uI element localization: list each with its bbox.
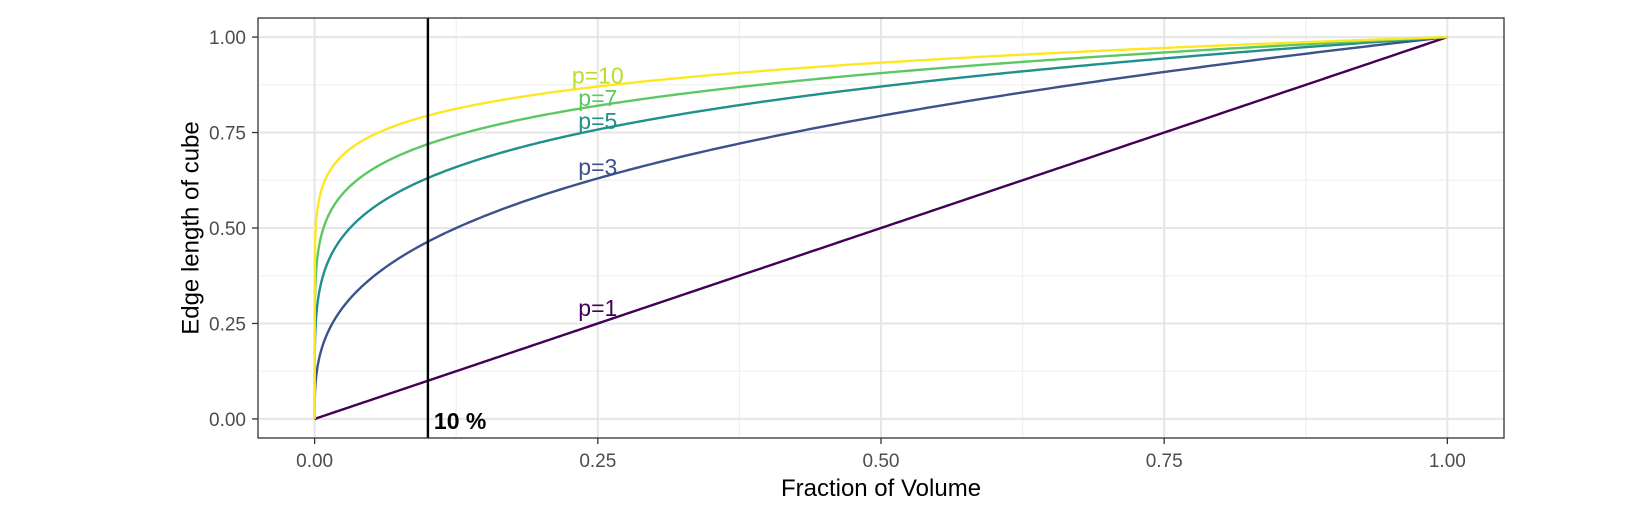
y-tick-label: 0.50 — [209, 219, 246, 240]
series-line-p-3 — [313, 35, 1448, 420]
series-line-p-7 — [313, 35, 1448, 419]
x-tick-label: 0.50 — [863, 451, 900, 472]
y-axis-title: Edge length of cube — [177, 121, 204, 335]
reference-line-group: 10 % — [426, 18, 486, 438]
x-tick-label: 0.25 — [579, 451, 616, 472]
series-line-p-1 — [313, 35, 1448, 421]
y-tick-label: 0.00 — [209, 410, 246, 431]
curve-label-p-3: p=3 — [578, 154, 617, 180]
series-line-p-10 — [313, 35, 1448, 419]
curve-label-p-7: p=7 — [578, 85, 617, 111]
y-tick-label: 1.00 — [209, 28, 246, 49]
x-tick-label: 1.00 — [1429, 451, 1466, 472]
y-tick-label: 0.25 — [209, 314, 246, 335]
x-axis-title: Fraction of Volume — [781, 475, 981, 502]
y-tick-label: 0.75 — [209, 124, 246, 145]
series-line-p-5 — [313, 35, 1448, 419]
reference-line-label: 10 % — [434, 408, 486, 434]
axes: 0.00 0.25 0.50 0.75 1.00 0.00 0.25 0.50 0.75 1.00 — [209, 17, 1505, 472]
x-tick-label: 0.75 — [1146, 451, 1183, 472]
series-lines — [313, 35, 1448, 421]
curve-labels: p=1 p=3 p=5p=7p=10 — [572, 62, 624, 321]
curve-label-p-10: p=10 — [572, 62, 624, 88]
x-tick-label: 0.00 — [296, 451, 333, 472]
curve-label-p-1: p=1 — [578, 295, 617, 321]
curve-label-p-5: p=5 — [578, 108, 617, 134]
